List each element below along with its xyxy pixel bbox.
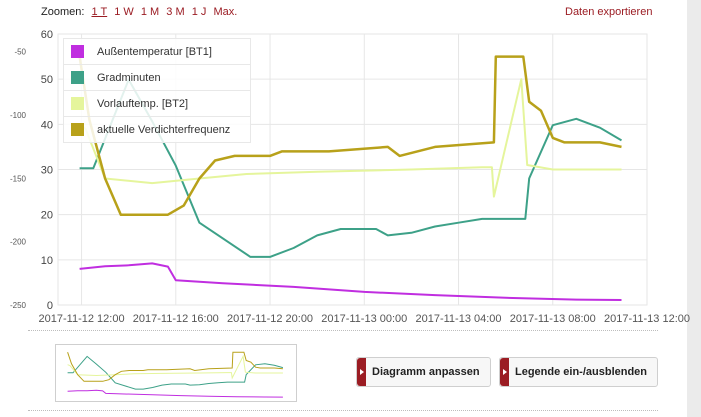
legend-label-degree-minutes: Gradminuten xyxy=(97,71,161,84)
y-right-tick-label: -50 xyxy=(14,48,26,57)
separator-bottom xyxy=(28,410,658,411)
legend-label-compressor-freq: aktuelle Verdichterfrequenz xyxy=(97,123,231,136)
legend-item-outdoor-temp[interactable]: Außentemperatur [BT1] xyxy=(64,39,250,65)
x-tick-label: 2017-11-13 04:00 xyxy=(415,313,501,325)
y-left-tick-label: 60 xyxy=(41,29,53,41)
y-left-tick-label: 20 xyxy=(41,210,53,222)
page-scrollbar[interactable] xyxy=(687,0,701,417)
legend-swatch-compressor-freq xyxy=(71,123,84,136)
legend-swatch-supply-temp xyxy=(71,97,84,110)
series-line-3 xyxy=(78,55,622,216)
fit-chart-button[interactable]: Diagramm anpassen xyxy=(356,357,491,387)
legend-item-supply-temp[interactable]: Vorlauftemp. [BT2] xyxy=(64,91,250,117)
chevron-right-icon xyxy=(357,358,366,386)
legend-swatch-degree-minutes xyxy=(71,71,84,84)
y-left-tick-label: 40 xyxy=(41,119,53,131)
x-tick-label: 2017-11-13 08:00 xyxy=(510,313,596,325)
x-tick-label: 2017-11-12 12:00 xyxy=(39,313,125,325)
chevron-right-icon xyxy=(500,358,509,386)
navigator-series-0 xyxy=(67,389,283,398)
navigator-mini-chart xyxy=(67,351,284,398)
toggle-legend-button[interactable]: Legende ein-/ausblenden xyxy=(499,357,659,387)
y-left-tick-label: 30 xyxy=(41,165,53,177)
fit-chart-label: Diagramm anpassen xyxy=(372,366,480,378)
chart-navigator[interactable] xyxy=(55,344,297,402)
x-tick-label: 2017-11-12 16:00 xyxy=(133,313,219,325)
chart-legend: Außentemperatur [BT1] Gradminuten Vorlau… xyxy=(63,38,251,143)
navigator-series-2 xyxy=(67,354,283,380)
navigator-series-1 xyxy=(67,355,284,390)
zoom-1-month[interactable]: 1 M xyxy=(140,6,160,18)
legend-label-outdoor-temp: Außentemperatur [BT1] xyxy=(97,45,212,58)
legend-item-degree-minutes[interactable]: Gradminuten xyxy=(64,65,250,91)
zoom-1-day[interactable]: 1 T xyxy=(91,6,108,18)
legend-item-compressor-freq[interactable]: aktuelle Verdichterfrequenz xyxy=(64,117,250,142)
y-right-tick-label: -250 xyxy=(10,301,27,310)
x-tick-label: 2017-11-12 20:00 xyxy=(227,313,313,325)
y-right-tick-label: -100 xyxy=(10,111,27,120)
y-right-tick-label: -200 xyxy=(10,238,27,247)
legend-swatch-outdoor-temp xyxy=(71,45,84,58)
legend-label-supply-temp: Vorlauftemp. [BT2] xyxy=(97,97,189,110)
series-line-1 xyxy=(79,78,623,258)
toggle-legend-label: Legende ein-/ausblenden xyxy=(515,366,648,378)
zoom-1-year[interactable]: 1 J xyxy=(191,6,207,18)
export-data-link[interactable]: Daten exportieren xyxy=(565,6,653,18)
zoom-3-months[interactable]: 3 M xyxy=(166,6,185,18)
y-left-tick-label: 0 xyxy=(47,300,53,312)
x-tick-label: 2017-11-13 00:00 xyxy=(321,313,407,325)
series-line-0 xyxy=(79,262,622,301)
series-line-2 xyxy=(78,78,622,198)
y-left-tick-label: 50 xyxy=(41,74,53,86)
y-right-tick-label: -150 xyxy=(10,174,27,183)
y-left-tick-label: 10 xyxy=(41,255,53,267)
zoom-bar: Zoomen: 1 T 1 W 1 M 3 M 1 J Max. xyxy=(41,6,241,18)
zoom-label: Zoomen: xyxy=(41,6,85,18)
navigator-series-3 xyxy=(67,351,283,382)
zoom-max[interactable]: Max. xyxy=(213,6,238,18)
separator-top xyxy=(28,330,658,331)
zoom-1-week[interactable]: 1 W xyxy=(114,6,134,18)
x-tick-label: 2017-11-13 12:00 xyxy=(604,313,690,325)
